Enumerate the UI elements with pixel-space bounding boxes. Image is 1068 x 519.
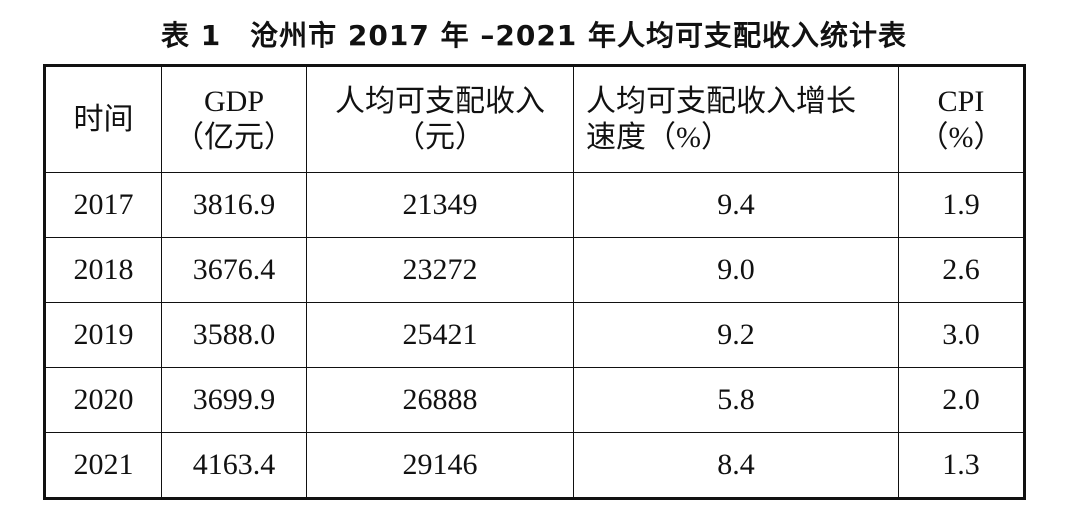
header-text: CPI (937, 84, 985, 118)
table-row: 2020 3699.9 26888 5.8 2.0 (44, 367, 1025, 433)
table-cell: 2.6 (898, 237, 1025, 303)
header-cell: 时间 (44, 65, 162, 173)
table-cell: 9.4 (573, 172, 899, 238)
table-cell: 3676.4 (161, 237, 307, 303)
header-cell: 人均可支配收入增长 速度（%） (573, 65, 899, 173)
table-row: 2019 3588.0 25421 9.2 3.0 (44, 302, 1025, 368)
table-cell: 29146 (306, 432, 574, 499)
header-text: （%） (918, 120, 1004, 154)
table-cell: 26888 (306, 367, 574, 433)
table-cell: 2020 (44, 367, 162, 433)
header-text: （元） (395, 120, 485, 154)
table-cell: 9.2 (573, 302, 899, 368)
table-cell: 3816.9 (161, 172, 307, 238)
table-cell: 1.9 (898, 172, 1025, 238)
header-row: 时间 GDP （亿元） 人均可支配收入 （元） 人均可支配收入增长 速度（%） CPI （%） (44, 65, 1025, 173)
data-table: 时间 GDP （亿元） 人均可支配收入 （元） 人均可支配收入增长 速度（%） CPI （%） … (43, 64, 1026, 500)
table-cell: 2021 (44, 432, 162, 499)
table-title: 表 1 沧州市 2017 年 –2021 年人均可支配收入统计表 (160, 19, 908, 52)
table-cell: 23272 (306, 237, 574, 303)
header-cell: GDP （亿元） (161, 65, 307, 173)
table-cell: 9.0 (573, 237, 899, 303)
table-cell: 2019 (44, 302, 162, 368)
header-text: 人均可支配收入 (335, 84, 545, 118)
header-text: 时间 (73, 102, 134, 136)
table-row: 2018 3676.4 23272 9.0 2.6 (44, 237, 1025, 303)
table-body: 2017 3816.9 21349 9.4 1.9 2018 3676.4 23272 9.0 2… (44, 172, 1025, 499)
table-row: 2021 4163.4 29146 8.4 1.3 (44, 432, 1025, 499)
header-text: 速度（%） (586, 120, 731, 154)
header-cell: CPI （%） (898, 65, 1025, 173)
table-cell: 21349 (306, 172, 574, 238)
table-cell: 3.0 (898, 302, 1025, 368)
table-cell: 1.3 (898, 432, 1025, 499)
table-cell: 25421 (306, 302, 574, 368)
table-cell: 4163.4 (161, 432, 307, 499)
table-cell: 8.4 (573, 432, 899, 499)
table-cell: 2018 (44, 237, 162, 303)
table-cell: 5.8 (573, 367, 899, 433)
table-cell: 3588.0 (161, 302, 307, 368)
header-text: GDP (203, 84, 264, 118)
table-cell: 2.0 (898, 367, 1025, 433)
header-text: 人均可支配收入增长 (586, 84, 856, 118)
header-cell: 人均可支配收入 （元） (306, 65, 574, 173)
header-text: （亿元） (174, 120, 294, 154)
table-cell: 3699.9 (161, 367, 307, 433)
table-cell: 2017 (44, 172, 162, 238)
table-row: 2017 3816.9 21349 9.4 1.9 (44, 172, 1025, 238)
